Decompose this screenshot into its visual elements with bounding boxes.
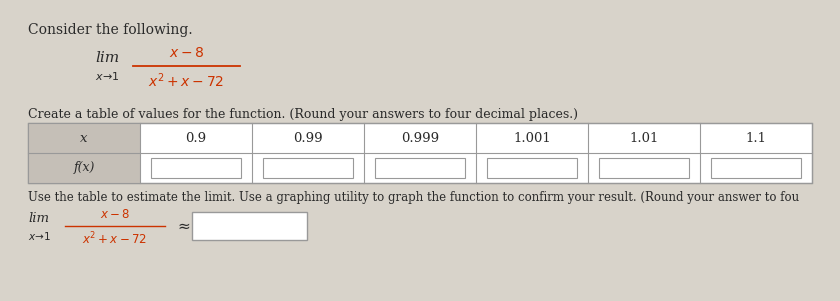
Bar (599, 158, 689, 178)
Bar (375, 158, 465, 178)
Text: 1.1: 1.1 (746, 132, 767, 144)
Text: 0.99: 0.99 (293, 132, 323, 144)
Text: 0.999: 0.999 (401, 132, 439, 144)
Text: x: x (81, 132, 87, 144)
Text: Use the table to estimate the limit. Use a graphing utility to graph the functio: Use the table to estimate the limit. Use… (28, 191, 799, 204)
Text: 0.9: 0.9 (186, 132, 207, 144)
Text: $x\!\rightarrow\!1$: $x\!\rightarrow\!1$ (28, 230, 51, 242)
Bar (487, 158, 577, 178)
Text: 1.001: 1.001 (513, 132, 551, 144)
Bar (711, 158, 801, 178)
Bar (28, 123, 140, 183)
Text: $\approx$: $\approx$ (175, 219, 192, 233)
Text: $x - 8$: $x - 8$ (169, 46, 204, 60)
Text: Create a table of values for the function. (Round your answers to four decimal p: Create a table of values for the functio… (28, 108, 578, 121)
Text: 1.01: 1.01 (629, 132, 659, 144)
Bar (263, 158, 353, 178)
Text: f(x): f(x) (73, 162, 95, 175)
Text: Consider the following.: Consider the following. (28, 23, 192, 37)
Bar (192, 212, 307, 240)
Text: $x\!\rightarrow\!1$: $x\!\rightarrow\!1$ (95, 70, 120, 82)
Text: lim: lim (95, 51, 119, 65)
Text: $x - 8$: $x - 8$ (100, 209, 130, 222)
Bar (151, 158, 241, 178)
Bar (28, 123, 812, 183)
Text: lim: lim (28, 212, 49, 225)
Text: $x^2 + x - 72$: $x^2 + x - 72$ (82, 231, 148, 247)
Text: $x^2 + x - 72$: $x^2 + x - 72$ (149, 72, 224, 90)
